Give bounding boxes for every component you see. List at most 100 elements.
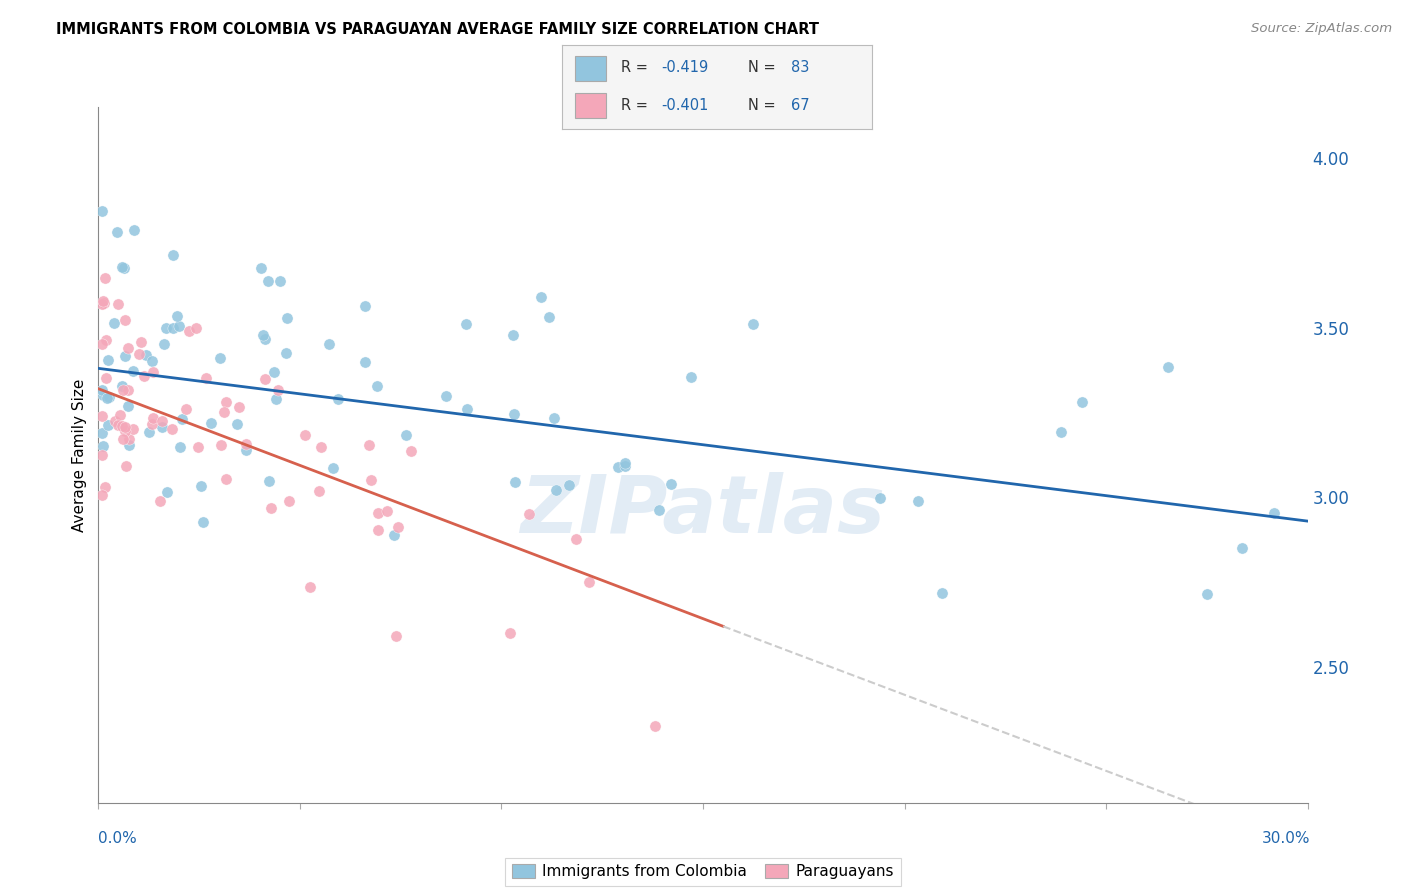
Point	[93, 480, 115, 494]
Point	[382, 527, 405, 541]
Point	[558, 478, 581, 492]
Point	[117, 341, 139, 355]
Text: R =: R =	[621, 98, 652, 112]
Point	[225, 417, 247, 431]
Point	[309, 441, 332, 455]
Point	[191, 515, 214, 529]
Point	[498, 626, 520, 640]
Point	[96, 333, 118, 347]
Point	[1230, 541, 1253, 555]
Point	[160, 422, 183, 436]
Text: IMMIGRANTS FROM COLOMBIA VS PARAGUAYAN AVERAGE FAMILY SIZE CORRELATION CHART: IMMIGRANTS FROM COLOMBIA VS PARAGUAYAN A…	[56, 22, 820, 37]
Point	[97, 390, 120, 404]
Point	[264, 392, 287, 407]
Point	[184, 321, 207, 335]
Point	[91, 297, 114, 311]
Point	[384, 629, 406, 643]
Point	[277, 494, 299, 508]
Point	[322, 461, 344, 475]
Point	[91, 448, 114, 462]
Point	[103, 316, 125, 330]
Point	[454, 317, 477, 331]
Point	[105, 226, 128, 240]
Point	[308, 484, 330, 499]
Point	[91, 439, 114, 453]
Point	[544, 483, 567, 497]
Point	[114, 349, 136, 363]
Text: -0.419: -0.419	[661, 61, 709, 76]
Point	[565, 532, 588, 546]
Point	[434, 389, 457, 403]
Point	[142, 410, 165, 425]
Point	[132, 369, 155, 384]
Point	[152, 336, 174, 351]
Point	[353, 355, 375, 369]
Text: 0.0%: 0.0%	[98, 831, 138, 846]
Point	[209, 351, 232, 365]
Point	[166, 309, 188, 323]
Point	[142, 365, 165, 379]
Point	[94, 270, 117, 285]
Point	[354, 299, 377, 313]
Point	[209, 438, 232, 452]
Point	[112, 432, 135, 446]
Point	[399, 444, 422, 458]
Text: ZIPatlas: ZIPatlas	[520, 472, 886, 549]
Point	[104, 414, 127, 428]
Point	[679, 369, 702, 384]
Point	[172, 411, 194, 425]
Point	[215, 395, 238, 409]
Point	[128, 347, 150, 361]
Point	[108, 408, 131, 422]
Point	[141, 353, 163, 368]
Point	[107, 418, 129, 433]
Point	[395, 428, 418, 442]
Point	[537, 310, 560, 325]
Point	[114, 424, 136, 438]
Point	[111, 260, 134, 274]
Point	[578, 574, 600, 589]
Point	[96, 391, 118, 405]
Point	[91, 425, 114, 440]
Point	[228, 400, 250, 414]
Point	[179, 324, 201, 338]
Point	[91, 388, 114, 402]
Point	[212, 405, 235, 419]
Point	[367, 524, 389, 538]
Point	[107, 297, 129, 311]
Point	[96, 371, 118, 385]
Point	[97, 417, 120, 432]
Point	[111, 418, 134, 433]
Point	[742, 317, 765, 331]
Point	[235, 437, 257, 451]
Text: N =: N =	[748, 98, 780, 112]
Point	[155, 320, 177, 334]
Point	[530, 290, 553, 304]
Point	[91, 294, 114, 309]
Point	[150, 414, 173, 428]
Text: N =: N =	[748, 61, 780, 76]
Point	[97, 352, 120, 367]
Point	[135, 348, 157, 362]
Point	[869, 491, 891, 505]
Legend: Immigrants from Colombia, Paraguayans: Immigrants from Colombia, Paraguayans	[506, 858, 900, 886]
Point	[156, 485, 179, 500]
Text: -0.401: -0.401	[661, 98, 709, 112]
Point	[117, 399, 139, 413]
Point	[360, 473, 382, 487]
Point	[149, 494, 172, 508]
Point	[299, 580, 322, 594]
Point	[111, 384, 134, 398]
Point	[931, 586, 953, 600]
Point	[1049, 425, 1071, 440]
Point	[91, 488, 114, 502]
Y-axis label: Average Family Size: Average Family Size	[72, 378, 87, 532]
Point	[162, 248, 184, 262]
Point	[138, 425, 160, 439]
Point	[359, 438, 381, 452]
Point	[114, 420, 136, 434]
Point	[267, 384, 290, 398]
Point	[162, 321, 184, 335]
Point	[367, 506, 389, 520]
Point	[294, 428, 316, 442]
